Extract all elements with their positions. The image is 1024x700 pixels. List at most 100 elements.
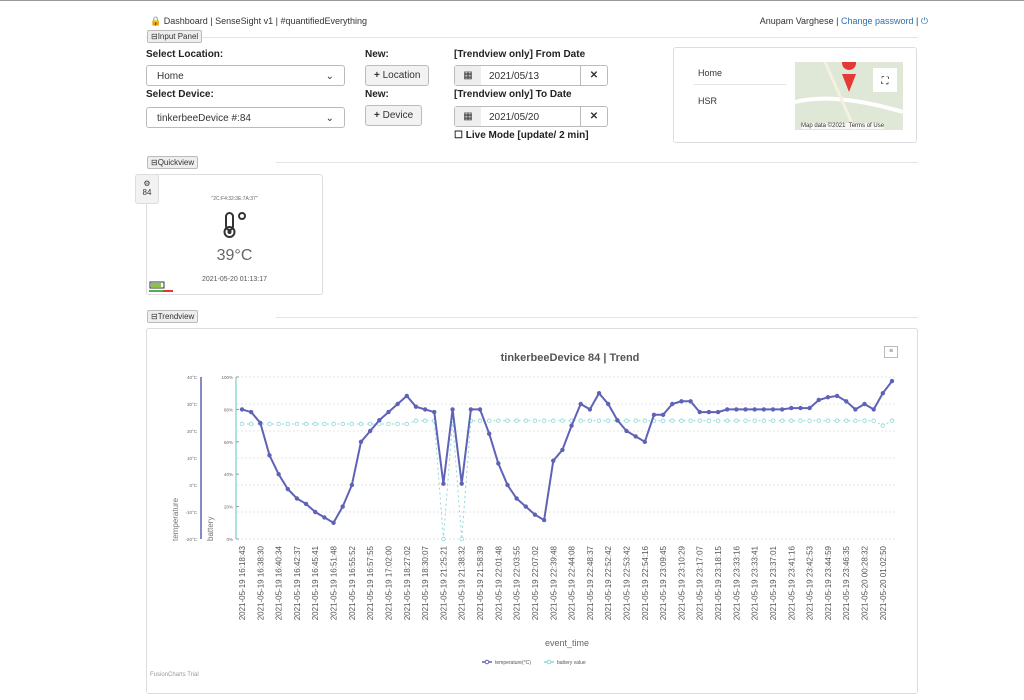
data-point bbox=[560, 418, 565, 423]
data-point bbox=[807, 418, 812, 423]
data-point bbox=[413, 418, 419, 423]
x-tick-label: 2021-05-19 22:54:16 bbox=[641, 545, 650, 620]
data-point bbox=[697, 409, 702, 415]
data-point bbox=[825, 418, 831, 423]
data-point bbox=[743, 407, 748, 412]
data-point bbox=[725, 407, 730, 412]
label: New: bbox=[365, 49, 389, 60]
v: Live Mode [update/ 2 min] bbox=[465, 130, 589, 141]
card-badge[interactable]: ⚙ 84 bbox=[135, 174, 159, 204]
data-point bbox=[560, 447, 565, 453]
data-point bbox=[541, 517, 547, 523]
data-point bbox=[468, 407, 474, 412]
svg-text:⛶: ⛶ bbox=[881, 76, 890, 87]
data-point bbox=[322, 421, 327, 427]
data-point bbox=[770, 418, 776, 423]
map[interactable]: ⛶ Map data ©2021 Terms of Use bbox=[795, 62, 903, 130]
data-point bbox=[285, 486, 290, 492]
data-point bbox=[441, 481, 446, 486]
from-date[interactable]: ▦ 2021/05/13 ✕ bbox=[454, 65, 608, 86]
x-tick-label: 2021-05-19 22:52:42 bbox=[604, 545, 613, 620]
chart-menu[interactable]: ≡ bbox=[884, 346, 898, 358]
data-point bbox=[853, 418, 858, 423]
label: New: bbox=[365, 89, 389, 100]
x-tick-label: 2021-05-19 18:27:02 bbox=[403, 545, 412, 620]
v: Home bbox=[157, 71, 184, 82]
trendview-toggle[interactable]: ⊟Trendview bbox=[147, 310, 199, 323]
data-point bbox=[651, 412, 657, 417]
new-device[interactable]: + Device bbox=[365, 105, 423, 126]
data-point bbox=[523, 504, 529, 509]
user-bar: Anupam Varghese | Change password | ⏻ bbox=[728, 16, 928, 27]
y2-tick-label: 100% bbox=[221, 375, 233, 380]
data-point bbox=[386, 421, 391, 427]
data-point bbox=[276, 472, 281, 477]
v: Device bbox=[382, 110, 414, 121]
y-tick-label: 10°C bbox=[187, 456, 198, 461]
data-point bbox=[294, 496, 300, 501]
x-tick-label: 2021-05-19 21:25:21 bbox=[439, 545, 448, 620]
terms[interactable]: Terms of Use bbox=[848, 123, 885, 129]
data-point bbox=[349, 421, 355, 427]
data-point bbox=[486, 418, 492, 423]
power-icon[interactable]: ⏻ bbox=[920, 16, 928, 26]
live-mode[interactable]: ☐ Live Mode [update/ 2 min] bbox=[454, 130, 589, 141]
t: Input Panel bbox=[157, 32, 199, 41]
data-point bbox=[862, 418, 867, 423]
data-point bbox=[514, 496, 519, 501]
x-tick-label: 2021-05-19 16:57:55 bbox=[366, 545, 375, 620]
legend-dot bbox=[484, 659, 490, 665]
x-tick-label: 2021-05-19 23:41:16 bbox=[787, 545, 796, 620]
data-point bbox=[834, 393, 840, 399]
data-point bbox=[880, 391, 886, 396]
x-tick-label: 2021-05-19 16:40:34 bbox=[275, 545, 284, 620]
data-point bbox=[386, 409, 391, 415]
x-tick-label: 2021-05-19 23:37:01 bbox=[769, 545, 778, 620]
place[interactable]: Home bbox=[698, 68, 723, 78]
data-point bbox=[798, 418, 803, 423]
data-point bbox=[477, 407, 483, 412]
x-tick-label: 2021-05-19 22:03:55 bbox=[513, 545, 522, 620]
data-point bbox=[798, 405, 803, 411]
quickview-toggle[interactable]: ⊟Quickview bbox=[147, 156, 199, 169]
data-point bbox=[596, 391, 602, 396]
data-point bbox=[441, 536, 446, 542]
data-point bbox=[752, 418, 757, 423]
divider bbox=[146, 37, 918, 38]
data-point bbox=[605, 418, 611, 423]
new-location[interactable]: + Location bbox=[365, 65, 430, 86]
data-point bbox=[432, 409, 437, 415]
x-tick-label: 2021-05-19 16:38:30 bbox=[256, 545, 265, 620]
data-point bbox=[789, 418, 794, 423]
data-point bbox=[313, 509, 318, 515]
x-tick-label: 2021-05-19 16:18:43 bbox=[238, 545, 247, 620]
title: Dashboard | SenseSight v1 | #quantifiedE… bbox=[163, 16, 368, 26]
data-point bbox=[358, 439, 364, 444]
data-point bbox=[367, 421, 373, 427]
x-tick-label: 2021-05-19 22:07:02 bbox=[531, 545, 540, 620]
data-point bbox=[331, 520, 336, 525]
change-password[interactable]: Change password bbox=[840, 16, 914, 26]
device-select[interactable]: tinkerbeeDevice #:84 ⌄ bbox=[146, 107, 345, 128]
x-tick-label: 2021-05-19 22:44:08 bbox=[568, 545, 577, 620]
x-tick-label: 2021-05-19 23:10:29 bbox=[677, 545, 686, 620]
data-point bbox=[761, 407, 767, 412]
x-tick-label: 2021-05-19 23:33:41 bbox=[751, 545, 760, 620]
v: tinkerbeeDevice #:84 bbox=[157, 113, 251, 124]
v: 2021/05/13 bbox=[489, 71, 540, 82]
data-point bbox=[486, 431, 492, 436]
x-tick-label: 2021-05-19 23:18:15 bbox=[714, 545, 723, 620]
data-point bbox=[413, 404, 419, 409]
label: [Trendview only] To Date bbox=[454, 89, 572, 100]
t: Trendview bbox=[157, 312, 195, 321]
to-date[interactable]: ▦ 2021/05/20 ✕ bbox=[454, 106, 608, 127]
y2-tick-label: 80% bbox=[224, 407, 233, 412]
data-point bbox=[313, 421, 318, 427]
place[interactable]: HSR bbox=[698, 96, 718, 106]
location-select[interactable]: Home ⌄ bbox=[146, 65, 345, 86]
input-toggle[interactable]: ⊟Input Panel bbox=[147, 30, 203, 43]
y2-tick-label: 40% bbox=[224, 472, 233, 477]
data-point bbox=[541, 418, 547, 423]
data-point bbox=[505, 482, 510, 488]
